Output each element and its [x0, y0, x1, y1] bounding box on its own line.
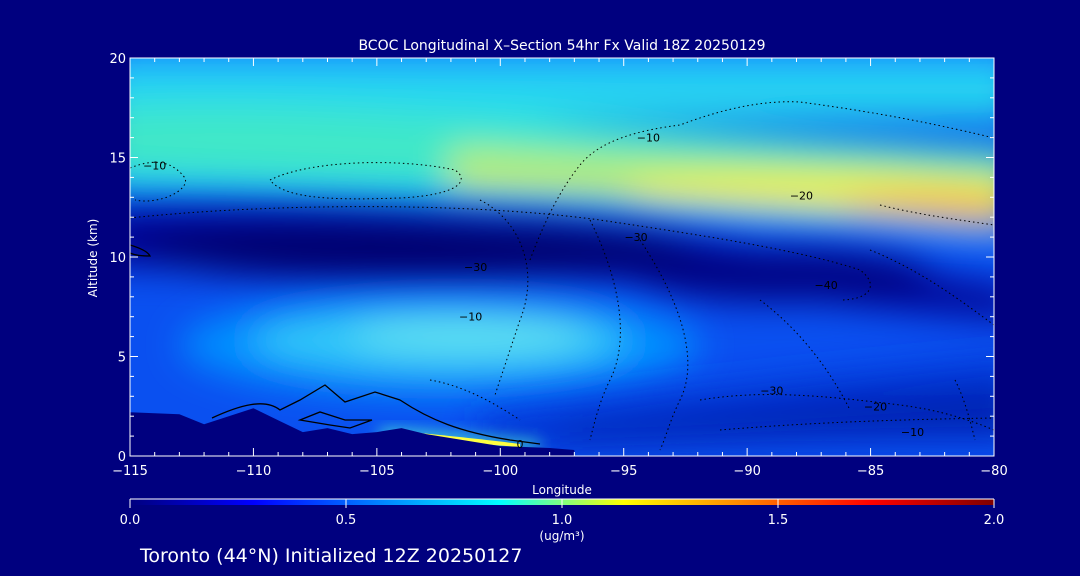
- colorbar: 0.0 0.5 1.0 1.5 2.0 (ug/m³): [120, 498, 1005, 543]
- x-axis: −115 −110 −105 −100 −95 −90 −85 −80: [112, 58, 1008, 479]
- x-tick-label: −115: [112, 464, 148, 479]
- y-axis: 0 5 10 15 20: [109, 52, 994, 465]
- colorbar-tick-label: 1.5: [768, 513, 789, 528]
- y-tick-label: 10: [109, 251, 126, 266]
- x-tick-label: −100: [482, 464, 518, 479]
- colorbar-tick-label: 0.0: [120, 513, 141, 528]
- y-tick-label: 20: [109, 52, 126, 67]
- contour-edge-west: [130, 244, 152, 257]
- y-tick-label: 0: [118, 450, 126, 465]
- contour-label: −10: [143, 159, 166, 172]
- y-tick-label: 5: [118, 351, 126, 366]
- contour-label: −20: [790, 189, 813, 202]
- terrain-mask: [130, 408, 575, 456]
- x-tick-label: −80: [980, 464, 1007, 479]
- chart-title: BCOC Longitudinal X–Section 54hr Fx Vali…: [358, 38, 765, 54]
- contour-label: −20: [864, 400, 887, 413]
- contour-label: −10: [637, 132, 660, 145]
- x-tick-label: −85: [857, 464, 884, 479]
- temperature-contours: [130, 101, 994, 451]
- x-tick-label: −90: [733, 464, 760, 479]
- contour-label: −40: [815, 279, 838, 292]
- x-tick-label: −105: [359, 464, 395, 479]
- y-axis-label: Altitude (km): [86, 219, 100, 298]
- concentration-field: [130, 58, 994, 450]
- y-tick-label: 15: [109, 152, 126, 167]
- colorbar-unit: (ug/m³): [539, 529, 584, 543]
- contour-label: −30: [624, 231, 647, 244]
- contour-label: −30: [760, 384, 783, 397]
- colorbar-tick-label: 0.5: [336, 513, 357, 528]
- contour-label: −10: [901, 426, 924, 439]
- footer-caption: Toronto (44°N) Initialized 12Z 20250127: [139, 545, 523, 567]
- colorbar-ticks: 0.0 0.5 1.0 1.5 2.0: [120, 498, 1005, 528]
- x-tick-label: −95: [610, 464, 637, 479]
- colorbar-tick-label: 1.0: [552, 513, 573, 528]
- contour-label: −30: [464, 261, 487, 274]
- x-axis-label: Longitude: [532, 483, 592, 497]
- colorbar-tick-label: 2.0: [984, 513, 1005, 528]
- zero-degree-contour-inner: [297, 411, 373, 429]
- zero-degree-contour: [211, 384, 541, 445]
- contour-label: 0: [517, 438, 524, 451]
- plot-area: −10 −10 −20 −30 −30 −40 −10 −30 −20 −10 0: [130, 58, 994, 456]
- contour-label: −10: [459, 311, 482, 324]
- contour-labels: −10 −10 −20 −30 −30 −40 −10 −30 −20 −10 0: [143, 132, 924, 451]
- x-tick-label: −110: [236, 464, 272, 479]
